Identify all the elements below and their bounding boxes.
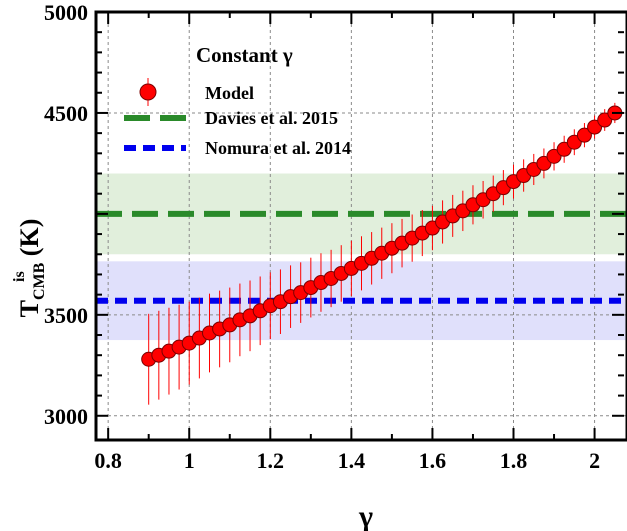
legend-label-model: Model xyxy=(205,83,254,103)
x-tick-labels: 0.8 1 1.2 1.4 1.6 1.8 2 xyxy=(94,448,600,473)
x-tick-label: 1.2 xyxy=(257,448,285,473)
legend-title: Constant γ xyxy=(196,43,293,67)
data-point xyxy=(556,141,572,157)
x-tick-label: 2 xyxy=(589,448,600,473)
legend: Constant γ Model Davies et al. 2015 Nomura… xyxy=(124,43,351,158)
x-axis-title: γ xyxy=(358,500,373,531)
y-axis-title: TCMB (K) xyxy=(15,219,48,318)
y-tick-label: 3500 xyxy=(44,303,88,328)
y-axis-title-main: T xyxy=(15,300,44,317)
reference-lines xyxy=(96,210,627,304)
y-tick-label: 4500 xyxy=(44,101,88,126)
y-tick-label: 5000 xyxy=(44,0,88,25)
data-point xyxy=(566,134,582,150)
data-point xyxy=(597,112,613,128)
x-tick-label: 1 xyxy=(184,448,195,473)
plot-frame xyxy=(94,10,627,442)
x-tick-label: 1.8 xyxy=(500,448,528,473)
legend-label-davies: Davies et al. 2015 xyxy=(205,108,338,128)
legend-marker-model xyxy=(139,83,157,101)
data-point xyxy=(576,127,592,143)
y-tick-label: 3000 xyxy=(44,404,88,429)
x-tick-label: 1.6 xyxy=(419,448,447,473)
legend-label-nomura: Nomura et al. 2014 xyxy=(205,138,351,158)
model-points xyxy=(141,105,623,367)
y-axis-title-sup: is xyxy=(11,271,28,282)
data-point xyxy=(536,155,552,171)
x-tick-label: 0.8 xyxy=(94,448,122,473)
x-tick-label: 1.4 xyxy=(338,448,366,473)
y-axis-title-unit: (K) xyxy=(15,219,44,263)
y-tick-labels: 3000 3500 4500 5000 xyxy=(44,0,88,429)
y-axis-title-sub: CMB xyxy=(31,262,48,300)
data-point xyxy=(546,148,562,164)
axis-ticks xyxy=(96,11,624,440)
data-point xyxy=(587,119,603,135)
